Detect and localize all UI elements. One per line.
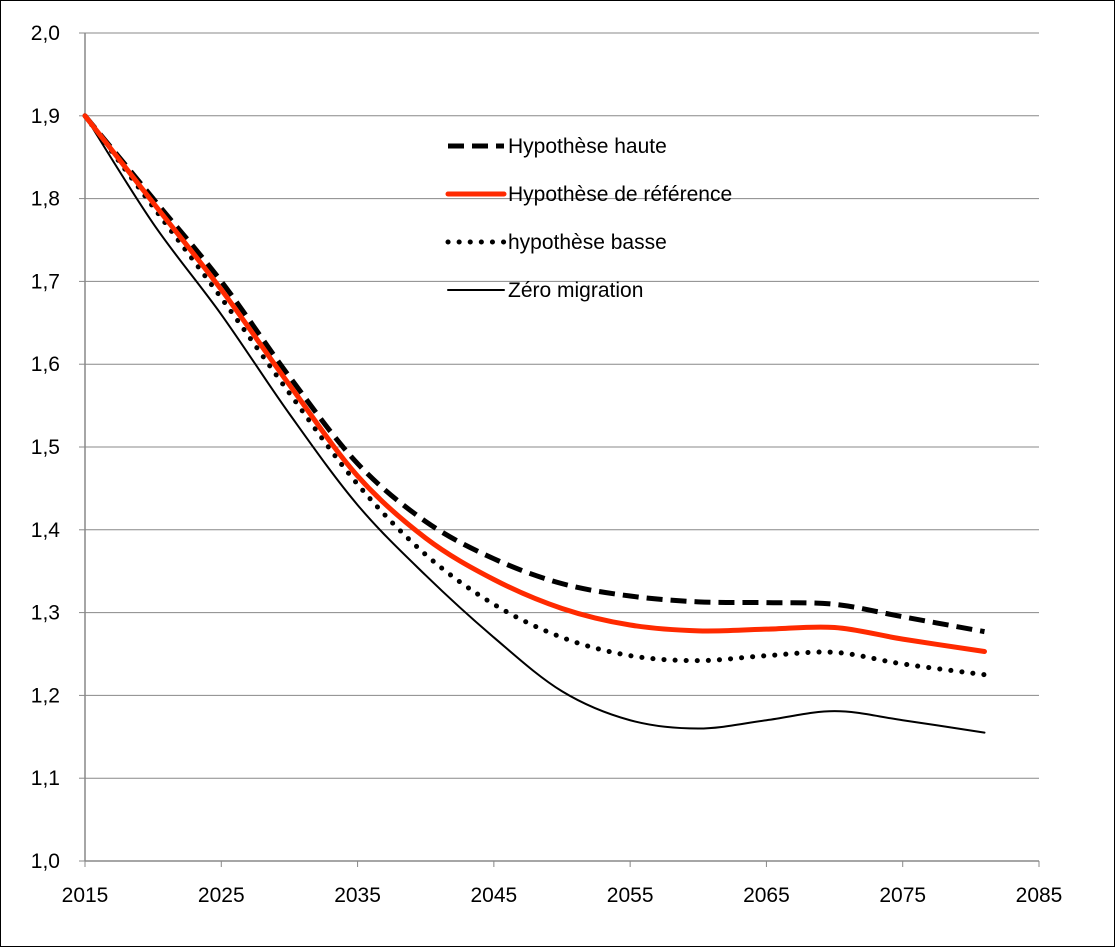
- y-tick-label: 1,5: [31, 436, 60, 459]
- y-tick-label: 1,0: [31, 850, 60, 873]
- y-tick-label: 1,8: [31, 188, 60, 211]
- legend-label: hypothèse basse: [508, 231, 667, 254]
- x-tick-labels: 2015 2025 2035 2045 2055 2065 2075 2085: [62, 861, 1063, 907]
- y-tick-label: 1,6: [31, 353, 60, 376]
- axes: [84, 33, 1039, 862]
- y-tick-label: 1,9: [31, 105, 60, 128]
- legend: Hypothèse haute Hypothèse de référence hyp…: [445, 135, 732, 302]
- y-tick-label: 1,3: [31, 602, 60, 625]
- series-line-1: [82, 113, 987, 655]
- x-tick-label: 2055: [607, 884, 654, 907]
- x-tick-label: 2065: [743, 884, 790, 907]
- x-tick-label: 2015: [62, 884, 109, 907]
- x-tick-label: 2035: [334, 884, 381, 907]
- y-tick-label: 1,1: [31, 767, 60, 790]
- series-line-3: [84, 114, 986, 734]
- x-tick-label: 2025: [198, 884, 245, 907]
- y-tick-label: 1,7: [31, 270, 60, 293]
- gridlines: [79, 32, 1039, 862]
- legend-label: Hypothèse de référence: [508, 183, 732, 206]
- y-tick-label: 2,0: [31, 22, 60, 45]
- y-tick-label: 1,4: [31, 519, 61, 542]
- x-tick-label: 2075: [879, 884, 926, 907]
- legend-label: Hypothèse haute: [508, 135, 667, 158]
- series-lines: [82, 113, 987, 734]
- x-tick-label: 2045: [470, 884, 517, 907]
- y-tick-label: 1,2: [31, 684, 60, 707]
- series-line-0: [83, 114, 985, 635]
- y-tick-labels: 1,0 1,1 1,2 1,3 1,4 1,5 1,6 1,7 1,8 1,9 2,0: [31, 22, 61, 873]
- x-tick-label: 2085: [1016, 884, 1063, 907]
- legend-label: Zéro migration: [508, 279, 643, 302]
